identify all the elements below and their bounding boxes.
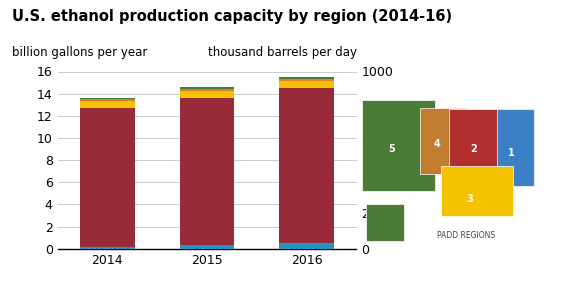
Bar bbox=[179, 91, 235, 98]
Bar bbox=[179, 87, 235, 89]
Bar bbox=[179, 98, 235, 245]
Bar bbox=[80, 102, 135, 108]
FancyBboxPatch shape bbox=[420, 108, 466, 174]
Bar bbox=[179, 245, 235, 249]
Text: 2: 2 bbox=[471, 144, 477, 154]
Text: thousand barrels per day: thousand barrels per day bbox=[208, 46, 356, 59]
Bar bbox=[80, 247, 135, 249]
Bar bbox=[279, 77, 334, 79]
Bar bbox=[179, 89, 235, 91]
Text: 4: 4 bbox=[434, 139, 440, 149]
Bar bbox=[80, 108, 135, 247]
FancyBboxPatch shape bbox=[497, 110, 534, 186]
FancyBboxPatch shape bbox=[366, 204, 404, 241]
FancyBboxPatch shape bbox=[449, 110, 507, 179]
FancyBboxPatch shape bbox=[441, 166, 513, 216]
Text: PADD REGIONS: PADD REGIONS bbox=[436, 231, 495, 240]
Bar bbox=[279, 88, 334, 243]
Text: 5: 5 bbox=[388, 144, 394, 154]
Bar bbox=[80, 99, 135, 102]
Bar bbox=[279, 79, 334, 81]
Text: billion gallons per year: billion gallons per year bbox=[12, 46, 147, 59]
Text: U.S. ethanol production capacity by region (2014-16): U.S. ethanol production capacity by regi… bbox=[12, 9, 451, 23]
Bar bbox=[80, 98, 135, 99]
FancyBboxPatch shape bbox=[362, 100, 435, 191]
Text: 3: 3 bbox=[466, 194, 473, 204]
Text: 1: 1 bbox=[508, 148, 515, 158]
Bar bbox=[279, 81, 334, 88]
Bar bbox=[279, 243, 334, 249]
